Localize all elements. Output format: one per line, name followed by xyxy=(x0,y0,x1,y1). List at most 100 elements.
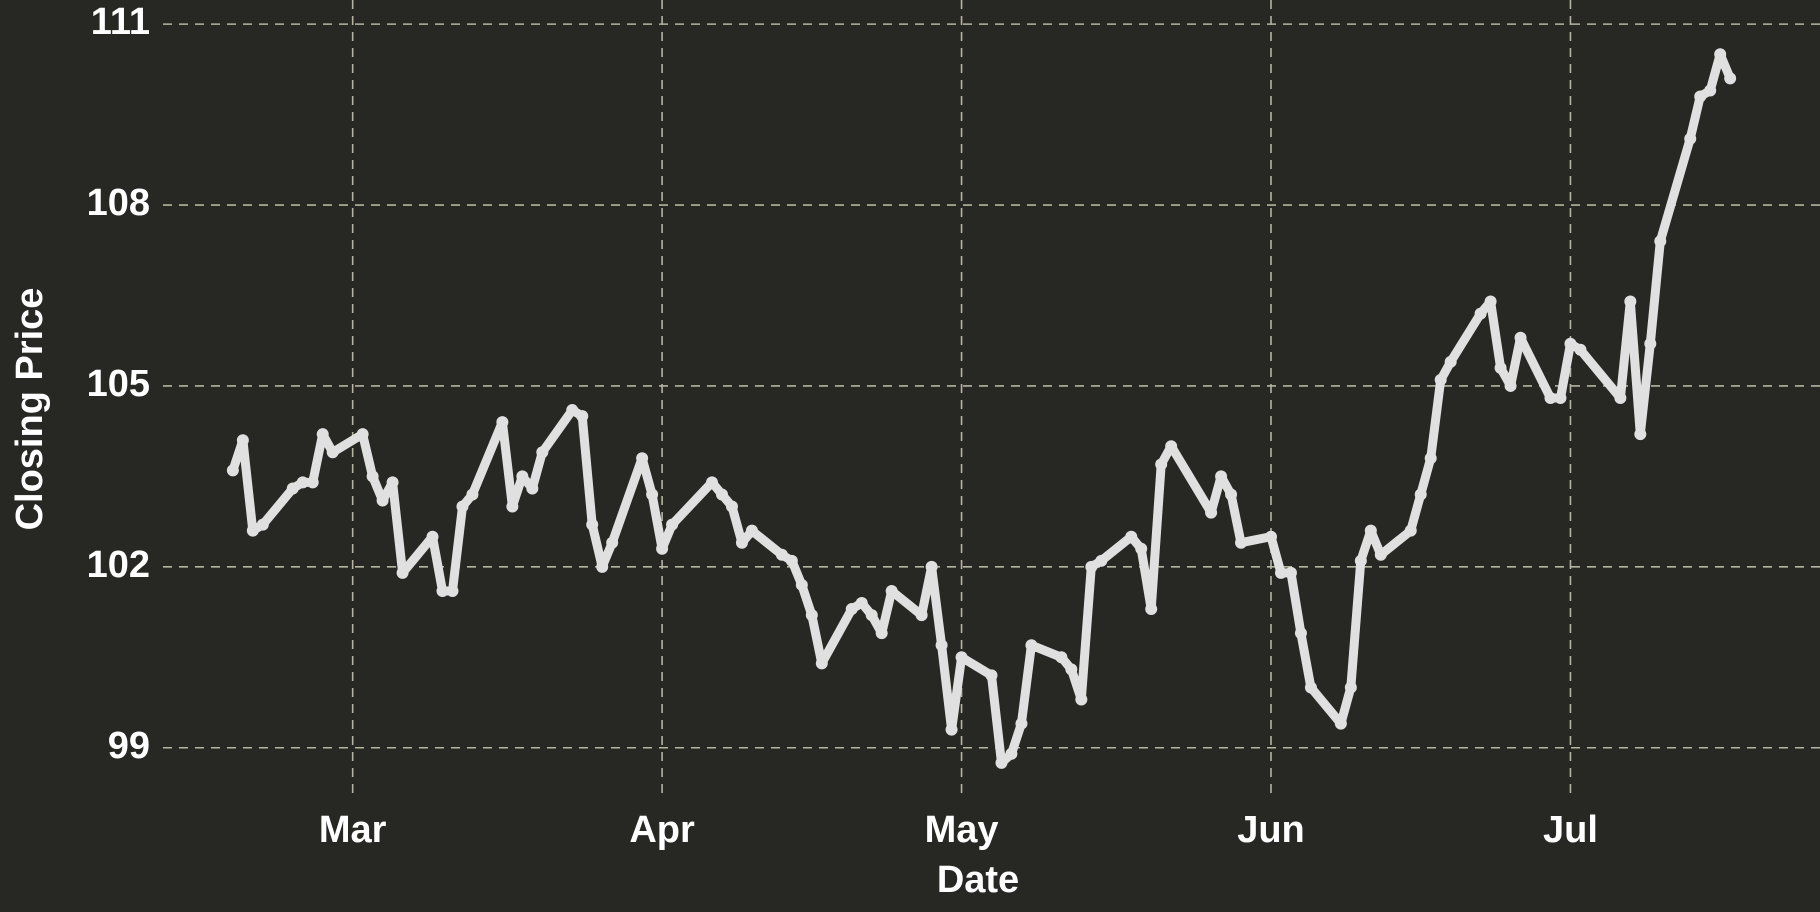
point xyxy=(785,554,798,567)
point xyxy=(1714,48,1727,61)
point xyxy=(246,524,259,537)
point xyxy=(1704,84,1717,97)
point xyxy=(1514,331,1527,344)
point xyxy=(1165,440,1178,453)
y-axis-label: Closing Price xyxy=(9,288,51,531)
point xyxy=(316,428,329,441)
point xyxy=(1404,524,1417,537)
point xyxy=(1294,627,1307,640)
point xyxy=(226,464,239,477)
point xyxy=(606,536,619,549)
point xyxy=(306,476,319,489)
point xyxy=(1694,90,1707,103)
point xyxy=(1235,536,1248,549)
point xyxy=(566,404,579,417)
point xyxy=(1684,132,1697,145)
point xyxy=(955,651,968,664)
point xyxy=(1644,337,1657,350)
point xyxy=(1444,355,1457,368)
point xyxy=(885,584,898,597)
point xyxy=(1145,603,1158,616)
point xyxy=(466,488,479,501)
point xyxy=(715,488,728,501)
point xyxy=(915,609,928,622)
point xyxy=(945,723,958,736)
point xyxy=(1354,554,1367,567)
point xyxy=(1205,506,1218,519)
point xyxy=(366,470,379,483)
point xyxy=(496,416,509,429)
point xyxy=(1424,452,1437,465)
point xyxy=(1564,337,1577,350)
point xyxy=(1374,548,1387,561)
point xyxy=(376,494,389,507)
point xyxy=(1085,560,1098,573)
y-tick-label: 105 xyxy=(87,363,150,405)
point xyxy=(446,584,459,597)
point xyxy=(1215,470,1228,483)
point xyxy=(526,482,539,495)
point xyxy=(456,500,469,513)
point xyxy=(706,476,719,489)
point xyxy=(1304,681,1317,694)
point xyxy=(995,756,1008,769)
point xyxy=(1095,554,1108,567)
point xyxy=(725,500,738,513)
point xyxy=(1135,542,1148,555)
point xyxy=(356,428,369,441)
point xyxy=(1015,717,1028,730)
x-tick-label: Mar xyxy=(319,809,387,851)
point xyxy=(1344,681,1357,694)
point xyxy=(326,446,339,459)
point xyxy=(935,639,948,652)
point xyxy=(236,434,249,447)
point xyxy=(845,603,858,616)
point xyxy=(1274,566,1287,579)
point xyxy=(865,609,878,622)
point xyxy=(1614,392,1627,404)
point xyxy=(516,470,529,483)
point xyxy=(1364,524,1377,537)
point xyxy=(536,446,549,459)
point xyxy=(296,476,309,489)
point xyxy=(1504,379,1517,392)
point xyxy=(1055,651,1068,664)
point xyxy=(745,524,758,537)
point xyxy=(1225,488,1238,501)
point xyxy=(1125,530,1138,543)
point xyxy=(1474,307,1487,320)
point xyxy=(286,482,299,495)
point xyxy=(1434,373,1447,386)
point xyxy=(586,518,599,531)
point xyxy=(386,476,399,489)
y-tick-label: 99 xyxy=(108,725,150,767)
point xyxy=(875,627,888,640)
point xyxy=(985,669,998,682)
line xyxy=(228,49,1735,768)
point xyxy=(1005,747,1018,760)
y-tick-label: 108 xyxy=(87,182,150,224)
point xyxy=(1155,458,1168,471)
x-tick-label: Jul xyxy=(1543,809,1598,851)
x-axis-label: Date xyxy=(937,859,1019,901)
point xyxy=(775,548,788,561)
point xyxy=(1414,488,1427,501)
point xyxy=(805,609,818,622)
point xyxy=(576,410,589,423)
point xyxy=(1065,663,1078,676)
point xyxy=(1334,717,1347,730)
point xyxy=(1624,295,1637,308)
point xyxy=(795,578,808,591)
point xyxy=(1494,361,1507,374)
point xyxy=(1025,639,1038,652)
x-tick-label: May xyxy=(925,809,999,851)
point xyxy=(436,584,449,597)
point xyxy=(396,566,409,579)
point xyxy=(666,518,679,531)
point xyxy=(1544,392,1557,404)
point xyxy=(636,452,649,465)
point xyxy=(925,560,938,573)
point xyxy=(815,657,828,670)
point xyxy=(735,536,748,549)
